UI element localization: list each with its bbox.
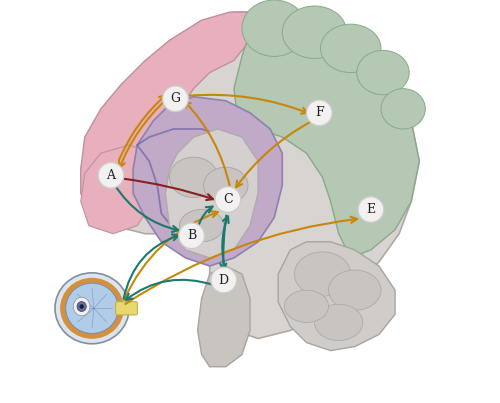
Ellipse shape xyxy=(381,89,426,129)
Polygon shape xyxy=(278,242,395,351)
Circle shape xyxy=(306,100,332,126)
Polygon shape xyxy=(234,12,420,258)
Polygon shape xyxy=(80,145,162,234)
Circle shape xyxy=(98,162,124,188)
Ellipse shape xyxy=(55,273,129,344)
Circle shape xyxy=(178,223,204,249)
Ellipse shape xyxy=(204,167,248,204)
Ellipse shape xyxy=(180,210,224,242)
Text: G: G xyxy=(170,92,180,105)
Ellipse shape xyxy=(294,252,351,296)
Text: F: F xyxy=(315,106,324,119)
Ellipse shape xyxy=(66,283,118,333)
Text: C: C xyxy=(223,193,232,206)
Ellipse shape xyxy=(284,290,329,322)
Ellipse shape xyxy=(80,304,84,309)
Ellipse shape xyxy=(242,0,306,56)
Polygon shape xyxy=(80,12,250,226)
Polygon shape xyxy=(166,129,258,258)
Polygon shape xyxy=(80,12,419,339)
Circle shape xyxy=(215,187,240,212)
Polygon shape xyxy=(198,266,250,367)
Polygon shape xyxy=(133,97,282,266)
FancyBboxPatch shape xyxy=(116,302,138,315)
Ellipse shape xyxy=(328,270,381,310)
Text: D: D xyxy=(218,274,229,287)
Ellipse shape xyxy=(314,304,363,341)
Ellipse shape xyxy=(282,6,346,58)
Ellipse shape xyxy=(320,24,381,73)
Text: E: E xyxy=(366,203,376,216)
Circle shape xyxy=(162,86,188,112)
Text: A: A xyxy=(106,169,116,182)
Ellipse shape xyxy=(60,278,124,339)
Ellipse shape xyxy=(74,297,90,316)
Ellipse shape xyxy=(170,157,218,197)
Text: B: B xyxy=(187,229,196,242)
Ellipse shape xyxy=(77,301,86,312)
Ellipse shape xyxy=(357,50,409,95)
Circle shape xyxy=(358,197,384,222)
Circle shape xyxy=(211,267,236,293)
